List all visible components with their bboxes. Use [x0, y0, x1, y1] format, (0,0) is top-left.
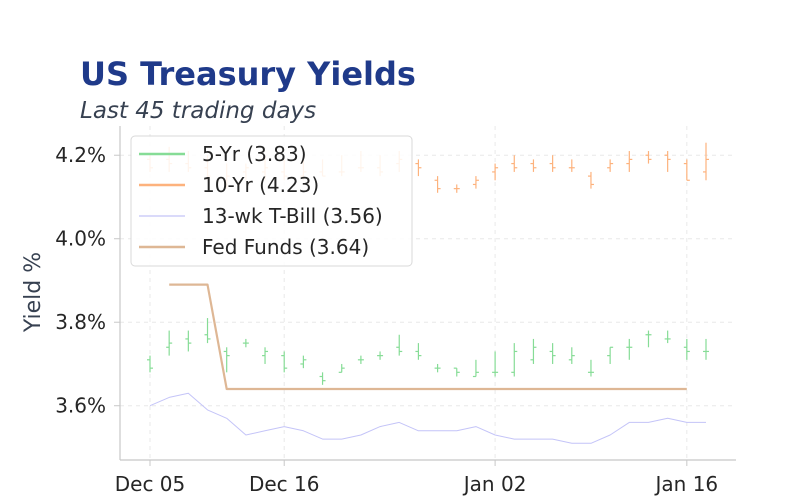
legend-box — [130, 135, 413, 267]
legend-entry: 10-Yr (4.23) — [202, 173, 319, 197]
legend-entry: Fed Funds (3.64) — [202, 235, 369, 259]
legend-entry: 13-wk T-Bill (3.56) — [202, 204, 383, 228]
series-fed-funds — [169, 283, 687, 391]
x-tick-label: Dec 05 — [115, 472, 186, 496]
x-tick-label: Jan 16 — [654, 472, 719, 496]
chart-subtitle: Last 45 trading days — [80, 98, 317, 124]
series-5yr — [147, 318, 709, 385]
legend-entry: 5-Yr (3.83) — [202, 142, 307, 166]
x-tick-label: Jan 02 — [462, 472, 527, 496]
y-axis-label: Yield % — [21, 252, 46, 333]
axes: 3.6% 3.8% 4.0% 4.2% Dec 05 Dec 16 Jan 02 Jan 16 — [55, 126, 736, 496]
grid — [120, 126, 736, 460]
series-line — [169, 283, 687, 391]
y-tick-label: 4.0% — [55, 227, 106, 251]
y-tick-label: 3.6% — [55, 394, 106, 418]
series-tbill — [149, 392, 706, 444]
series-line — [149, 392, 706, 444]
y-tick-label: 3.8% — [55, 310, 106, 334]
chart-title: US Treasury Yields — [80, 55, 416, 93]
x-tick-label: Dec 16 — [249, 472, 320, 496]
y-tick-label: 4.2% — [55, 143, 106, 167]
legend: 5-Yr (3.83) 10-Yr (4.23) 13-wk T-Bill (3.5… — [130, 135, 413, 267]
